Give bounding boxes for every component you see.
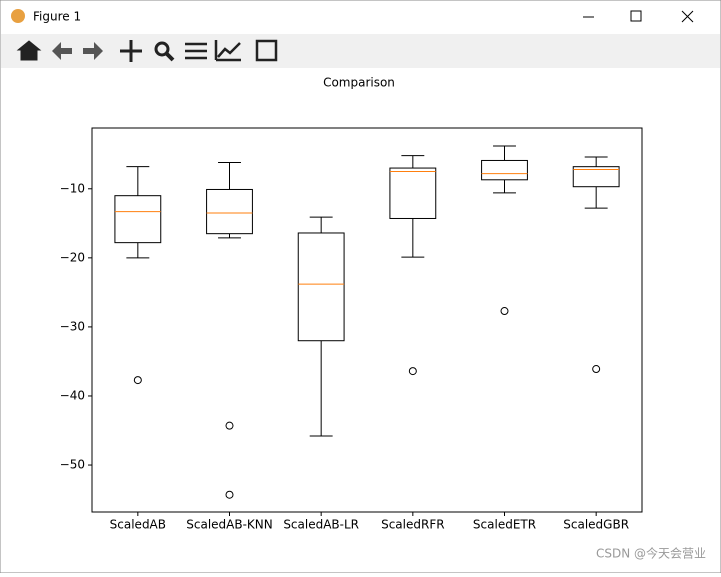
box [206,188,253,235]
x-tick-label: ScaledETR [473,518,536,532]
toolbar [1,34,720,68]
x-tick-label: ScaledRFR [381,518,444,532]
back-button[interactable] [52,42,72,60]
title-bar [1,1,720,34]
save-button[interactable] [255,39,278,62]
window-title: Figure 1 [33,10,81,24]
zoom-button[interactable] [154,41,175,62]
box [481,159,528,181]
forward-button[interactable] [83,42,103,60]
edit-button[interactable] [214,40,241,62]
x-tick-label: ScaledAB [110,518,166,532]
configure-button[interactable] [185,42,207,60]
y-tick-label: −20 [60,250,85,264]
home-button[interactable] [16,40,42,61]
plot-area [91,127,643,513]
flier [408,367,417,376]
flier [225,490,234,499]
y-tick-label: −30 [60,319,85,333]
app-icon [11,9,25,23]
y-tick-label: −50 [60,458,85,472]
x-tick-label: ScaledAB-KNN [186,518,273,532]
x-tick-label: ScaledGBR [563,518,629,532]
flier [500,307,509,316]
watermark: CSDN @今天会营业 [596,546,706,561]
chart-title: Comparison [323,76,395,90]
x-tick-label: ScaledAB-LR [283,518,359,532]
box [572,166,620,188]
box [297,232,345,342]
maximize-button[interactable] [630,10,642,22]
box [114,195,162,244]
y-tick-label: −40 [60,388,85,402]
flier [225,421,234,430]
close-button[interactable] [681,10,694,23]
box [389,167,437,219]
flier [592,365,601,374]
flier [133,376,142,385]
y-tick-label: −10 [60,181,85,195]
pan-button[interactable] [120,40,142,62]
